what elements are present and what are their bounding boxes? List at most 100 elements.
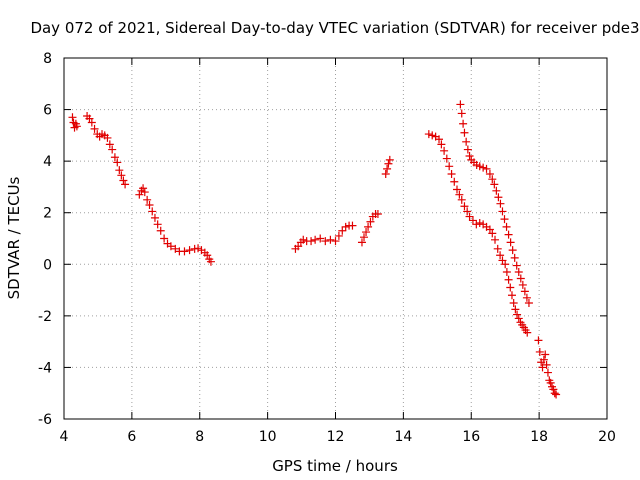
- data-point: [445, 162, 454, 171]
- data-point: [465, 212, 474, 221]
- data-point: [463, 145, 472, 154]
- data-point: [381, 170, 390, 179]
- data-point: [512, 261, 521, 270]
- y-tick-label: -2: [38, 309, 52, 325]
- data-point: [117, 171, 126, 180]
- data-point: [546, 378, 555, 387]
- data-point: [331, 237, 340, 246]
- data-point: [475, 162, 484, 171]
- data-point: [326, 235, 335, 244]
- data-point: [490, 180, 499, 189]
- data-point: [524, 298, 533, 307]
- data-point: [457, 109, 466, 118]
- data-point: [385, 155, 394, 164]
- data-point: [113, 158, 122, 167]
- data-point: [465, 151, 474, 160]
- data-point: [510, 253, 519, 262]
- x-tick-label: 4: [60, 429, 69, 445]
- data-point: [475, 219, 484, 228]
- data-point: [442, 154, 451, 163]
- data-point: [463, 207, 472, 216]
- data-point: [522, 293, 531, 302]
- data-point: [143, 195, 152, 204]
- data-point: [520, 287, 529, 296]
- data-point: [496, 251, 505, 260]
- y-tick-label: 6: [43, 103, 52, 119]
- data-point: [452, 185, 461, 194]
- data-point: [506, 238, 515, 247]
- data-point: [87, 118, 96, 127]
- x-tick-label: 12: [327, 429, 345, 445]
- data-point: [502, 268, 511, 277]
- data-points: [68, 100, 561, 399]
- data-point: [341, 222, 350, 231]
- plot-frame: [63, 57, 608, 420]
- data-point: [482, 164, 491, 173]
- data-point: [115, 166, 124, 175]
- data-point: [428, 131, 437, 140]
- data-point: [140, 188, 149, 197]
- data-point: [485, 170, 494, 179]
- data-point: [504, 275, 513, 284]
- data-point: [148, 207, 157, 216]
- data-point: [203, 251, 212, 260]
- data-point: [362, 228, 371, 237]
- data-point: [383, 164, 392, 173]
- data-point: [500, 215, 509, 224]
- data-point: [488, 175, 497, 184]
- series-seg8: [456, 100, 533, 307]
- x-tick-label: 20: [598, 429, 616, 445]
- data-point: [455, 190, 464, 199]
- data-point: [72, 122, 81, 131]
- data-point: [493, 244, 502, 253]
- data-point: [424, 130, 433, 139]
- data-point: [307, 237, 316, 246]
- data-point: [518, 280, 527, 289]
- series-seg6: [381, 155, 394, 179]
- data-point: [542, 360, 551, 369]
- chart-title: Day 072 of 2021, Sidereal Day-to-day VTE…: [30, 19, 639, 37]
- data-point: [139, 184, 148, 193]
- data-point: [538, 363, 547, 372]
- data-point: [492, 186, 501, 195]
- y-tick-label: 4: [43, 154, 52, 170]
- series-seg2: [83, 112, 130, 189]
- data-point: [516, 274, 525, 283]
- data-point: [501, 260, 510, 269]
- series-seg9: [534, 336, 561, 399]
- data-point: [460, 128, 469, 137]
- x-tick-label: 18: [530, 429, 548, 445]
- data-point: [511, 305, 520, 314]
- data-point: [491, 235, 500, 244]
- data-point: [447, 170, 456, 179]
- data-point: [384, 159, 393, 168]
- data-point: [488, 229, 497, 238]
- series-seg5: [357, 210, 382, 247]
- data-point: [513, 310, 522, 319]
- data-point: [507, 291, 516, 300]
- data-point: [171, 244, 180, 253]
- data-point: [206, 257, 215, 266]
- data-point: [550, 389, 559, 398]
- data-point: [457, 195, 466, 204]
- data-point: [502, 222, 511, 231]
- x-tick-label: 10: [259, 429, 277, 445]
- data-point: [156, 226, 165, 235]
- data-point: [103, 133, 112, 142]
- series-seg4: [291, 221, 357, 253]
- data-point: [90, 124, 99, 133]
- data-point: [509, 298, 518, 307]
- y-tick-label: 0: [43, 257, 52, 273]
- data-point: [514, 268, 523, 277]
- data-point: [462, 137, 471, 146]
- data-point: [552, 390, 561, 399]
- data-point: [534, 336, 543, 345]
- series-seg3: [135, 184, 215, 266]
- data-point: [110, 153, 119, 162]
- data-point: [468, 216, 477, 225]
- data-point: [364, 222, 373, 231]
- data-point: [153, 220, 162, 229]
- x-tick-label: 6: [127, 429, 136, 445]
- data-point: [180, 247, 189, 256]
- data-point: [549, 385, 558, 394]
